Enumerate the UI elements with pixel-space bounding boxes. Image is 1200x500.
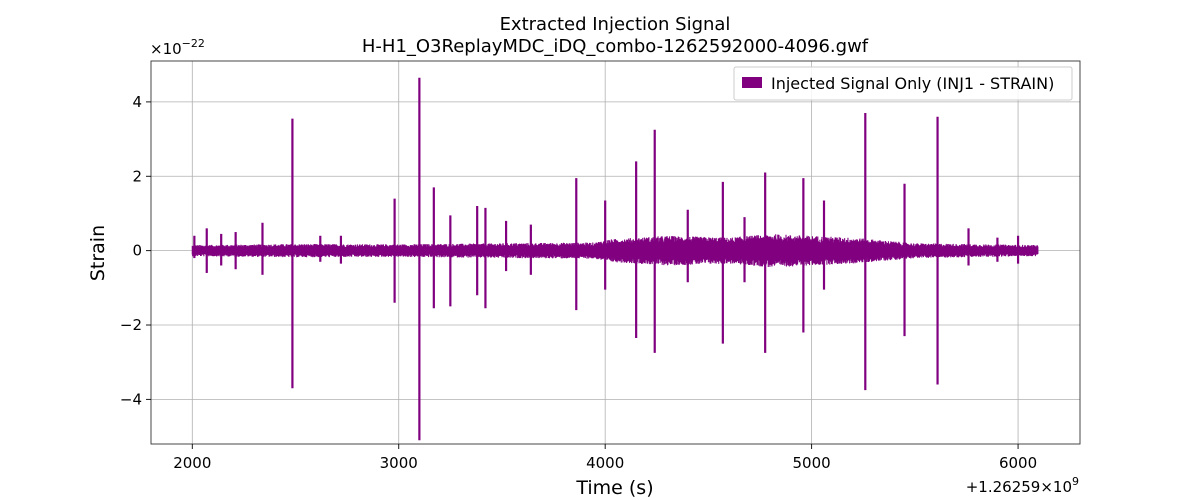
legend-swatch [742,77,762,88]
plot-area [191,77,1039,441]
y-tick-label: −4 [120,390,142,408]
x-tick-label: 6000 [999,454,1037,472]
x-offset-exponent: 9 [1072,475,1079,488]
y-scale-factor: ×10−22 [150,37,205,58]
chart-title: Extracted Injection Signal [500,14,731,35]
y-scale-exponent: −22 [182,37,205,50]
y-tick-label: −2 [120,316,142,334]
legend-label: Injected Signal Only (INJ1 - STRAIN) [771,74,1054,93]
x-tick-label: 4000 [586,454,624,472]
y-tick-label: 0 [132,242,142,260]
legend: Injected Signal Only (INJ1 - STRAIN) [733,66,1073,101]
x-axis: 2000 3000 4000 5000 6000 [173,444,1037,472]
signal-band [191,234,1039,267]
x-offset-label: +1.26259×109 [966,475,1079,496]
svg-text:+1.26259×109: +1.26259×109 [966,475,1079,496]
x-offset-base: +1.26259×10 [966,478,1072,496]
y-axis: −4 −2 0 2 4 [120,93,151,408]
chart-subtitle: H-H1_O3ReplayMDC_iDQ_combo-1262592000-40… [362,36,869,57]
y-scale-base: ×10 [150,40,182,58]
svg-text:×10−22: ×10−22 [150,37,205,58]
x-tick-label: 5000 [793,454,831,472]
x-tick-label: 3000 [380,454,418,472]
y-tick-label: 2 [132,167,142,185]
x-axis-label: Time (s) [575,477,653,499]
axes-frame [150,60,1081,445]
legend-frame [733,66,1073,101]
y-axis-label: Strain [87,225,109,281]
x-tick-label: 2000 [173,454,211,472]
y-tick-label: 4 [132,93,142,111]
